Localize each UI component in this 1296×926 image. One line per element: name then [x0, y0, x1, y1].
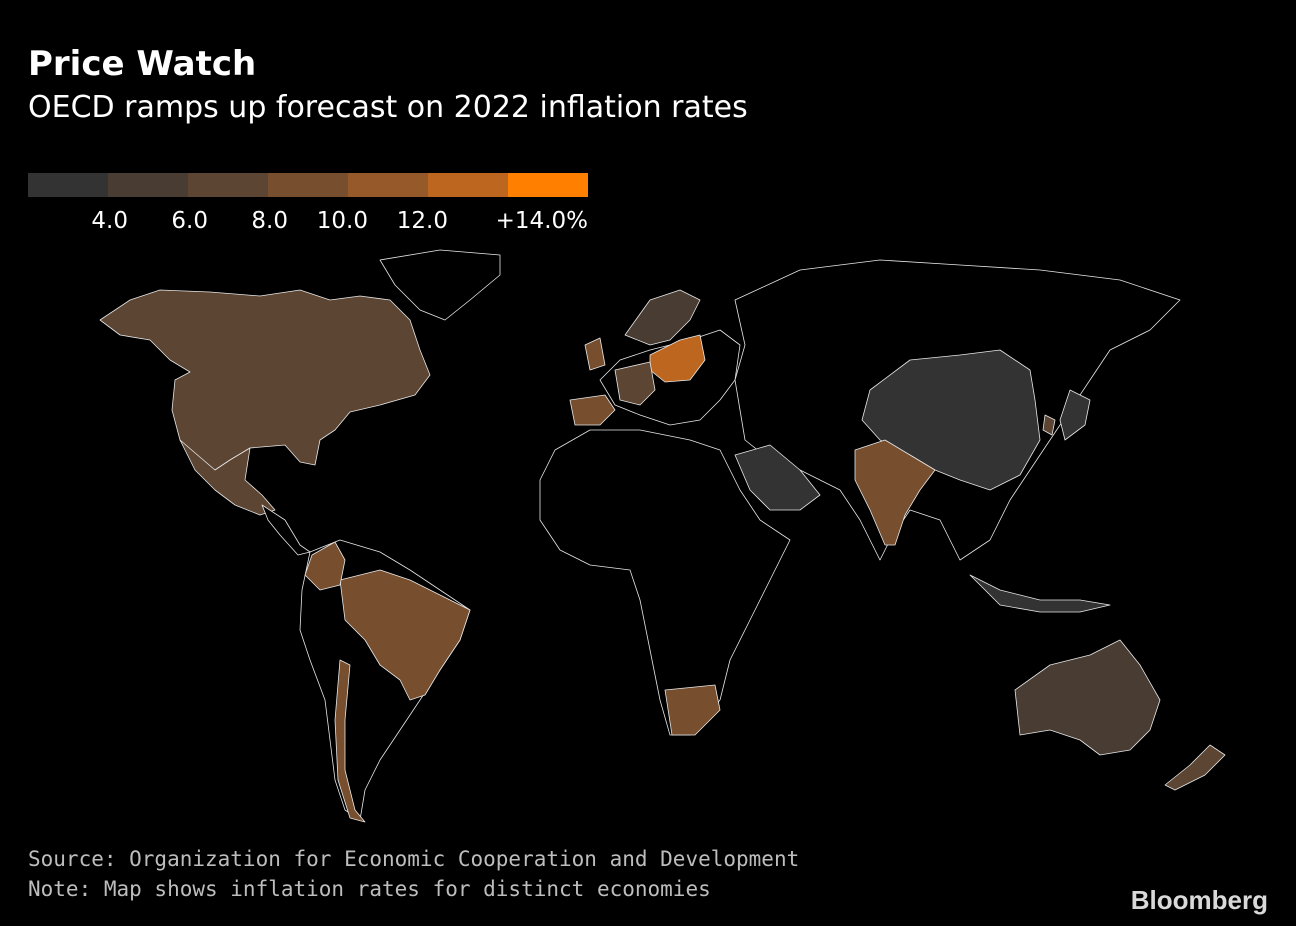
mexico: [179, 439, 276, 516]
note: Note: Map shows inflation rates for dist…: [28, 877, 711, 901]
legend-label: 4.0: [91, 208, 128, 234]
new-zealand: [1164, 744, 1226, 791]
uk: [584, 337, 606, 371]
legend-swatch: [268, 173, 348, 197]
legend: 4.0 6.0 8.0 10.0 12.0 +14.0%: [28, 173, 588, 234]
world-map: [99, 249, 1226, 823]
legend-swatch: [28, 173, 108, 197]
chile: [334, 659, 366, 823]
legend-swatch: [108, 173, 188, 197]
subtitle: OECD ramps up forecast on 2022 inflation…: [28, 90, 748, 125]
legend-label: 6.0: [171, 208, 208, 234]
brazil: [339, 569, 471, 701]
scandinavia: [624, 289, 701, 346]
source: Source: Organization for Economic Cooper…: [28, 847, 799, 871]
colombia: [304, 541, 346, 591]
central-europe: [614, 361, 656, 406]
brand: Bloomberg: [1131, 885, 1268, 915]
saudi-arabia: [734, 444, 821, 511]
legend-label: 8.0: [251, 208, 288, 234]
india: [854, 439, 936, 546]
title: Price Watch: [28, 44, 256, 84]
legend-swatch: [348, 173, 428, 197]
greenland: [379, 249, 501, 321]
legend-swatch: [188, 173, 268, 197]
africa: [539, 429, 791, 736]
iberia: [569, 394, 616, 426]
central-america: [261, 504, 311, 556]
south-africa: [664, 684, 721, 736]
japan: [1059, 389, 1091, 441]
legend-swatch: [428, 173, 508, 197]
poland-baltics: [649, 334, 706, 383]
legend-label: 12.0: [397, 208, 448, 234]
australia: [1014, 639, 1161, 756]
legend-swatch: [508, 173, 588, 197]
legend-label: +14.0%: [496, 208, 588, 234]
north-america: [99, 289, 431, 471]
korea: [1042, 414, 1056, 436]
legend-label: 10.0: [317, 208, 368, 234]
indonesia: [969, 574, 1111, 613]
